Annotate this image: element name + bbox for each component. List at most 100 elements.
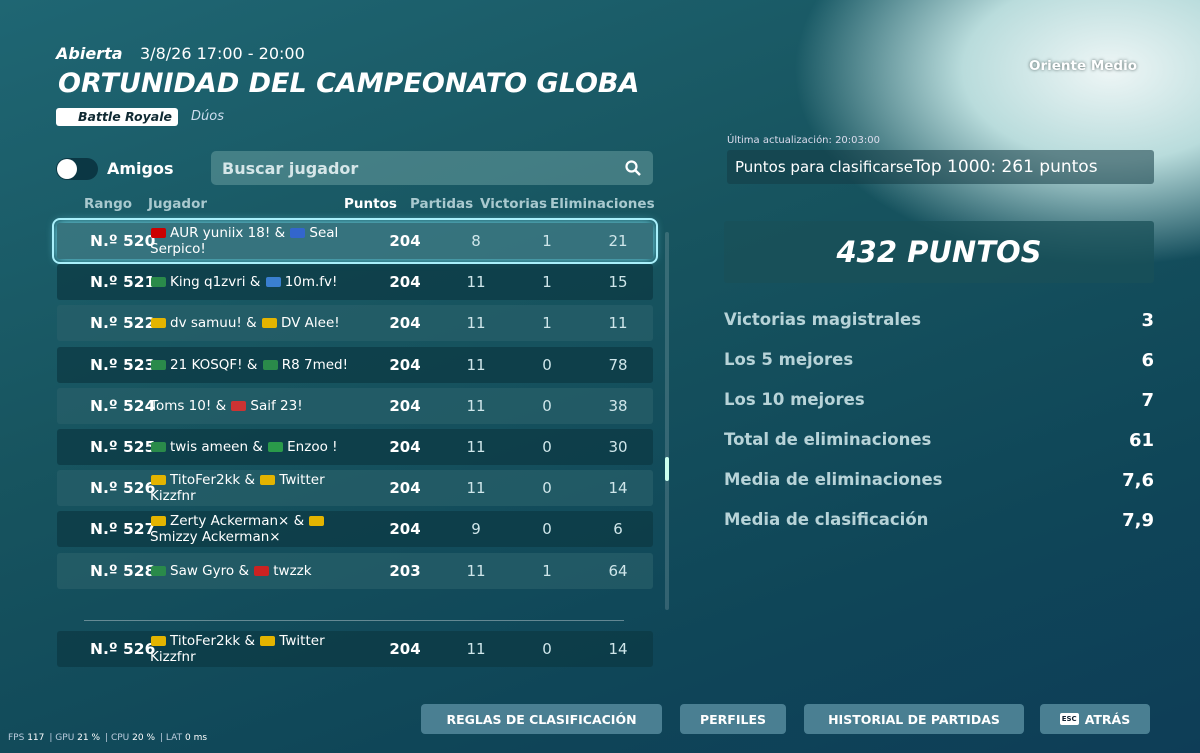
player-names: 21 KOSQF! & R8 7med! bbox=[150, 357, 348, 373]
players: TitoFer2kk & Twitter Kizzfnr bbox=[150, 470, 350, 506]
players: dv samuu! & DV Alee! bbox=[150, 305, 350, 341]
points: 204 bbox=[389, 438, 421, 456]
leaderboard-row[interactable]: N.º 525 twis ameen & Enzoo ! 204 11 0 30 bbox=[57, 429, 653, 465]
leaderboard-row[interactable]: N.º 528 Saw Gyro & twzzk 203 11 1 64 bbox=[57, 552, 653, 589]
wins: 0 bbox=[542, 355, 552, 374]
player-names: TitoFer2kk & Twitter Kizzfnr bbox=[150, 633, 350, 665]
player-name: Seal Serpico! bbox=[150, 225, 339, 257]
stat-row: Media de eliminaciones 7,6 bbox=[724, 470, 1154, 491]
region: Oriente Medio bbox=[1029, 58, 1137, 74]
team-size: Dúos bbox=[191, 109, 224, 124]
matches: 11 bbox=[466, 561, 486, 580]
flag bbox=[254, 565, 270, 576]
eliminations: 14 bbox=[608, 479, 628, 498]
stat-row: Total de eliminaciones 61 bbox=[724, 430, 1154, 451]
search-icon bbox=[625, 160, 641, 176]
points: 204 bbox=[389, 355, 421, 374]
rank: N.º 523 bbox=[90, 355, 156, 374]
total-points: 432 PUNTOS bbox=[724, 221, 1154, 283]
flag bbox=[265, 277, 281, 288]
player-name: Saw Gyro bbox=[170, 562, 235, 579]
leaderboard-row[interactable]: N.º 526 TitoFer2kk & Twitter Kizzfnr 204 11… bbox=[57, 631, 653, 667]
players: TitoFer2kk & Twitter Kizzfnr bbox=[150, 631, 350, 667]
perf-label: GPU bbox=[55, 733, 75, 743]
event-title: ORTUNIDAD DEL CAMPEONATO GLOBA bbox=[58, 68, 640, 99]
stat-label: Media de eliminaciones bbox=[724, 470, 943, 489]
players: twis ameen & Enzoo ! bbox=[150, 429, 350, 465]
flag bbox=[151, 442, 166, 452]
search-box[interactable]: Buscar jugador bbox=[211, 151, 653, 185]
matches: 11 bbox=[466, 640, 486, 658]
flag bbox=[262, 359, 278, 370]
eliminations: 15 bbox=[608, 273, 628, 292]
flag bbox=[260, 475, 276, 486]
player-names: Toms 10! & Saif 23! bbox=[150, 398, 303, 414]
player-name: TitoFer2kk bbox=[170, 633, 241, 649]
qualify-box: Puntos para clasificarseTop 1000: 261 pu… bbox=[727, 150, 1154, 184]
leaderboard-row[interactable]: N.º 520 AUR yuniix 18! & Seal Serpico! 204… bbox=[52, 218, 658, 264]
points: 204 bbox=[389, 314, 421, 333]
flag bbox=[151, 475, 166, 486]
key-icon: ESC bbox=[1059, 713, 1079, 725]
player-names: dv samuu! & DV Alee! bbox=[150, 315, 340, 331]
player-name: Twitter Kizzfnr bbox=[150, 472, 325, 505]
points: 204 bbox=[389, 640, 421, 658]
players: Zerty Ackerman⨯ & Smizzy Ackerman⨯ bbox=[150, 511, 350, 547]
separator: & bbox=[293, 513, 305, 530]
player-name: dv samuu! bbox=[170, 315, 242, 332]
stat-value: 61 bbox=[1128, 430, 1154, 451]
wins: 0 bbox=[542, 640, 552, 658]
flag bbox=[151, 516, 166, 527]
button-label: ATRÁS bbox=[1084, 711, 1131, 727]
separator: & bbox=[249, 274, 261, 291]
player-name: TitoFer2kk bbox=[170, 472, 241, 489]
stat-label: Total de eliminaciones bbox=[724, 430, 932, 449]
button[interactable]: HISTORIAL DE PARTIDAS bbox=[804, 704, 1024, 734]
leaderboard-row[interactable]: N.º 523 21 KOSQF! & R8 7med! 204 11 0 78 bbox=[57, 346, 653, 383]
leaderboard-row[interactable]: N.º 521 King q1zvri & 10m.fv! 204 11 1 15 bbox=[57, 264, 653, 301]
stat-value: 7,9 bbox=[1122, 510, 1154, 531]
player-name: 21 KOSQF! bbox=[170, 356, 243, 373]
matches: 11 bbox=[466, 355, 486, 374]
scrollbar[interactable] bbox=[665, 232, 669, 610]
perf-value: 117 bbox=[27, 733, 45, 743]
flag bbox=[151, 318, 166, 329]
wins: 1 bbox=[542, 561, 552, 580]
leaderboard-row[interactable]: N.º 524 Toms 10! & Saif 23! 204 11 0 38 bbox=[57, 387, 653, 424]
column-header: Partidas bbox=[410, 196, 474, 212]
separator: & bbox=[215, 397, 227, 414]
leaderboard-row[interactable]: N.º 527 Zerty Ackerman⨯ & Smizzy Ackerman… bbox=[57, 511, 653, 548]
last-update: Última actualización: 20:03:00 bbox=[727, 135, 880, 146]
players: AUR yuniix 18! & Seal Serpico! bbox=[150, 223, 350, 259]
wins: 0 bbox=[542, 438, 552, 456]
matches: 11 bbox=[466, 479, 486, 498]
button[interactable]: ESC ATRÁS bbox=[1040, 704, 1150, 734]
eliminations: 6 bbox=[613, 520, 623, 539]
column-header: Victorias bbox=[480, 196, 547, 212]
button[interactable]: PERFILES bbox=[680, 704, 786, 734]
player-name: Saif 23! bbox=[250, 397, 303, 414]
button[interactable]: REGLAS DE CLASIFICACIÓN bbox=[421, 704, 662, 734]
flag bbox=[151, 565, 166, 576]
rank: N.º 525 bbox=[90, 438, 156, 456]
wins: 0 bbox=[542, 520, 552, 539]
points: 204 bbox=[389, 479, 421, 498]
stat-label: Media de clasificación bbox=[724, 510, 929, 529]
matches: 11 bbox=[466, 438, 486, 456]
perf-stats: FPS 117 | GPU 21 % | CPU 20 % | LAT 0 ms bbox=[8, 733, 208, 743]
leaderboard-row[interactable]: N.º 526 TitoFer2kk & Twitter Kizzfnr 204 11… bbox=[57, 470, 653, 507]
column-header: Puntos bbox=[344, 196, 397, 212]
eliminations: 21 bbox=[608, 232, 628, 250]
rank: N.º 522 bbox=[90, 314, 156, 333]
friends-toggle[interactable] bbox=[56, 158, 98, 180]
rank: N.º 526 bbox=[90, 640, 156, 658]
points: 203 bbox=[389, 561, 421, 580]
player-name: 10m.fv! bbox=[284, 274, 338, 291]
stat-value: 6 bbox=[1141, 350, 1154, 371]
rank: N.º 528 bbox=[90, 561, 156, 580]
column-header: Rango bbox=[84, 196, 133, 212]
points: 204 bbox=[389, 232, 421, 250]
leaderboard-row[interactable]: N.º 522 dv samuu! & DV Alee! 204 11 1 11 bbox=[57, 305, 653, 342]
perf-value: 20 % bbox=[132, 733, 156, 743]
